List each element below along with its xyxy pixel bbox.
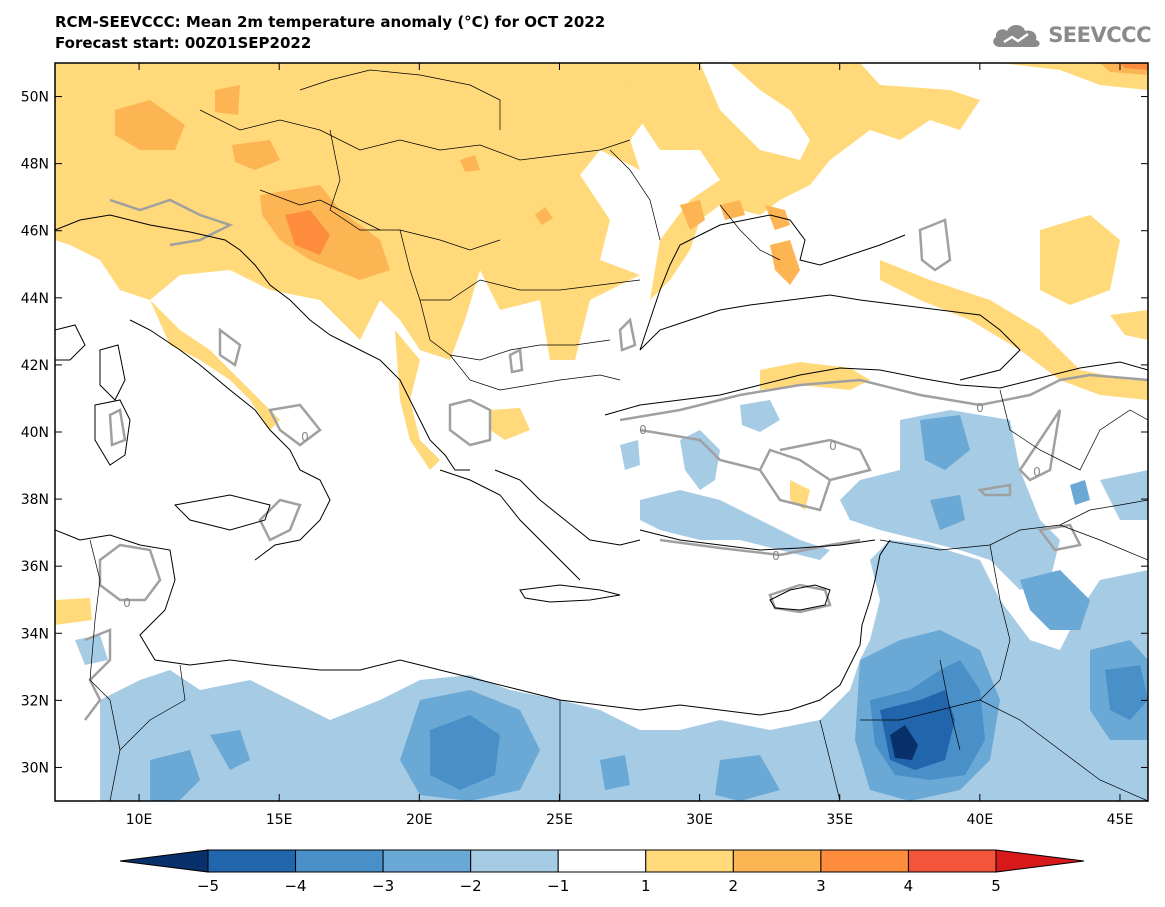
lat-tick-label: 46N [21, 224, 49, 240]
coastlines [55, 214, 1148, 716]
lat-tick-label: 40N [21, 425, 49, 441]
lon-tick-label: 30E [686, 812, 713, 828]
seevccc-logo: SEEVCCC [990, 20, 1151, 50]
forecast-start-subtitle: Forecast start: 00Z01SEP2022 [55, 34, 312, 52]
zero-contour-label: 0 [639, 423, 647, 437]
colorbar-segment [907, 849, 997, 873]
lon-tick-label: 45E [1107, 812, 1134, 828]
lat-tick-label: 48N [21, 157, 49, 173]
colorbar-right-arrow [995, 849, 1085, 873]
lat-tick-label: 32N [21, 693, 49, 709]
map-plot-area [55, 63, 1148, 801]
zero-contour-labels: 0 0 0 0 0 0 0 [123, 401, 1041, 610]
zero-contour-label: 0 [123, 596, 131, 610]
lat-tick-label: 38N [21, 492, 49, 508]
colorbar-label: −1 [547, 877, 569, 895]
map-title: RCM-SEEVCCC: Mean 2m temperature anomaly… [55, 13, 606, 31]
extreme-cool-fill [890, 725, 918, 760]
strong-warm-fill [285, 63, 1148, 255]
zero-contour-label: 0 [301, 430, 309, 444]
lon-tick-label: 35E [826, 812, 853, 828]
colorbar-segment [207, 849, 297, 873]
zero-contour-label: 0 [772, 549, 780, 563]
warm-anomaly-fill [55, 63, 1148, 625]
axis-ticks: 10E 15E 20E 25E 30E 35E 40E 45E 30N 32N 34N 36N 38N 4… [21, 63, 1148, 828]
colorbar-segment [732, 849, 822, 873]
lon-tick-label: 15E [266, 812, 293, 828]
colorbar-label: 5 [991, 877, 1001, 895]
lat-tick-label: 34N [21, 626, 49, 642]
colorbar-segment [820, 849, 909, 873]
lat-tick-label: 44N [21, 291, 49, 307]
colorbar-label: 4 [904, 877, 914, 895]
colorbar-label: 1 [641, 877, 651, 895]
colorbar-label: 3 [816, 877, 826, 895]
lon-tick-label: 25E [546, 812, 573, 828]
zero-contour-label: 0 [1033, 465, 1041, 479]
colorbar-label: −2 [460, 877, 482, 895]
colorbar: −5 −4 −3 −2 −1 1 2 3 4 5 [119, 849, 1085, 895]
zero-contour-lines [84, 198, 1148, 721]
colorbar-label: −5 [197, 877, 219, 895]
colorbar-segment [645, 849, 734, 873]
lat-tick-label: 42N [21, 358, 49, 374]
lat-tick-label: 36N [21, 559, 49, 575]
lon-tick-label: 20E [406, 812, 433, 828]
colorbar-segment [295, 849, 384, 873]
logo-text: SEEVCCC [1048, 23, 1151, 47]
zero-contour-label: 0 [976, 401, 984, 415]
zero-contour-label: 0 [829, 439, 837, 453]
colorbar-segment [382, 849, 472, 873]
colorbar-segment [470, 849, 559, 873]
lon-tick-label: 10E [126, 812, 153, 828]
colorbar-segment [557, 849, 647, 873]
colorbar-label: −3 [372, 877, 394, 895]
lon-tick-label: 40E [967, 812, 994, 828]
colorbar-label: 2 [729, 877, 739, 895]
country-borders [89, 69, 1148, 801]
colorbar-left-arrow [119, 849, 209, 873]
colorbar-label: −4 [284, 877, 306, 895]
lat-tick-label: 50N [21, 90, 49, 106]
cloud-icon [993, 25, 1040, 47]
lat-tick-label: 30N [21, 760, 49, 776]
